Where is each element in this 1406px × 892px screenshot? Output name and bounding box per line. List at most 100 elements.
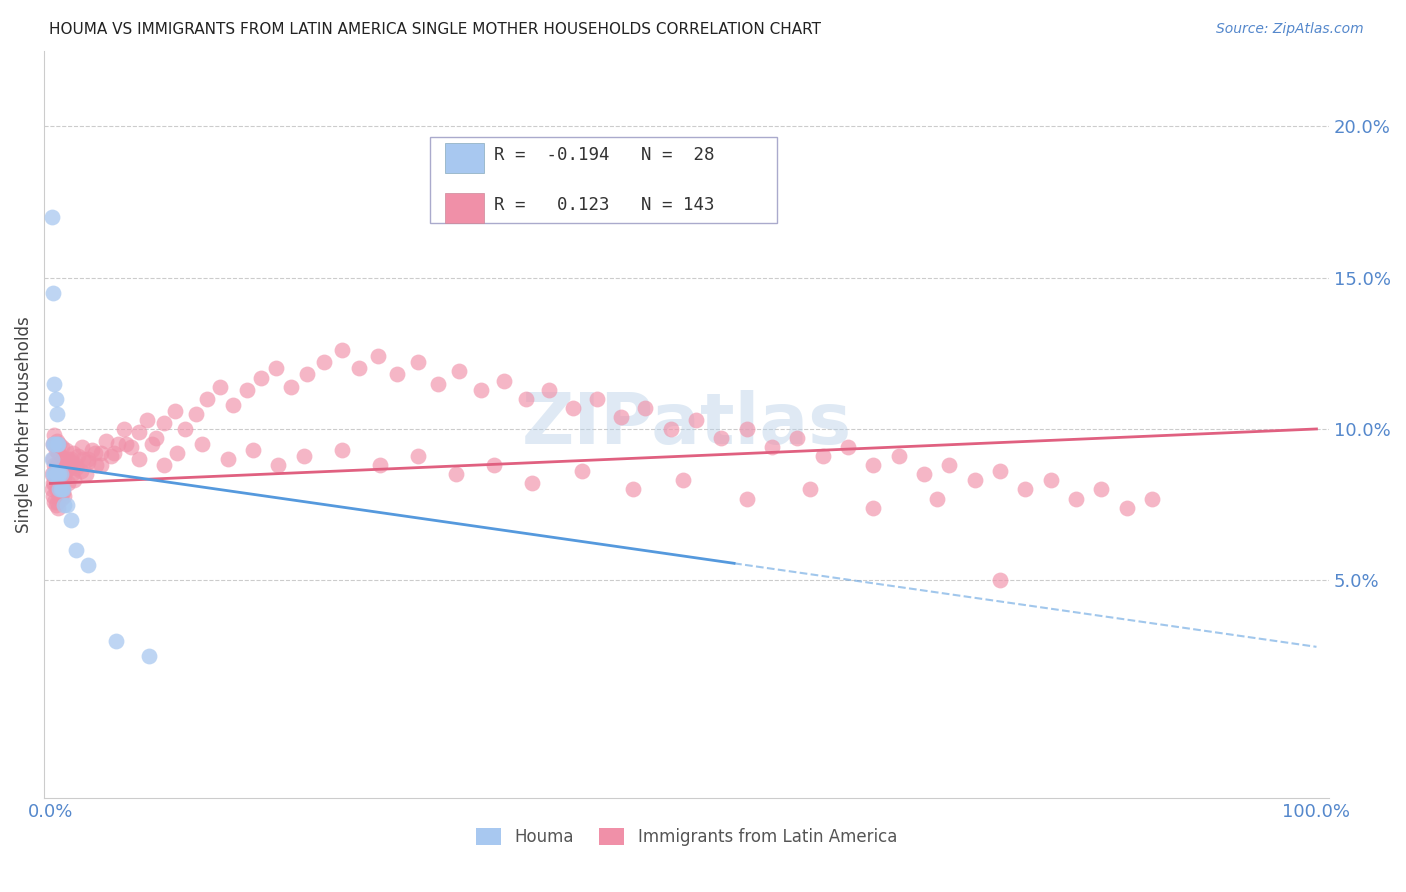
Point bbox=[222, 398, 245, 412]
Point bbox=[406, 449, 429, 463]
Text: R =  -0.194   N =  28: R = -0.194 N = 28 bbox=[494, 146, 714, 164]
Point bbox=[135, 413, 157, 427]
Point bbox=[925, 491, 948, 506]
Point bbox=[515, 392, 537, 406]
Point bbox=[48, 483, 70, 497]
Point bbox=[45, 434, 67, 448]
Point bbox=[55, 464, 77, 478]
Point bbox=[42, 285, 65, 300]
Point bbox=[988, 574, 1011, 588]
Point bbox=[42, 467, 65, 482]
Point bbox=[735, 491, 758, 506]
Point bbox=[44, 467, 66, 482]
Point bbox=[44, 476, 66, 491]
Point bbox=[145, 431, 167, 445]
Point bbox=[610, 409, 633, 424]
Point bbox=[166, 446, 188, 460]
Point bbox=[52, 467, 75, 482]
Point bbox=[105, 633, 128, 648]
Point bbox=[1064, 491, 1087, 506]
Point bbox=[41, 467, 63, 482]
Point bbox=[51, 464, 73, 478]
Point bbox=[56, 458, 79, 473]
Point bbox=[887, 449, 910, 463]
Point bbox=[100, 449, 122, 463]
Point bbox=[710, 431, 733, 445]
Point bbox=[41, 483, 63, 497]
Y-axis label: Single Mother Households: Single Mother Households bbox=[15, 316, 32, 533]
Point bbox=[44, 392, 66, 406]
Point bbox=[46, 483, 69, 497]
Point bbox=[60, 467, 83, 482]
Point bbox=[70, 440, 93, 454]
Point bbox=[62, 446, 84, 460]
Point bbox=[56, 498, 79, 512]
Point bbox=[58, 461, 80, 475]
Point bbox=[45, 494, 67, 508]
Point bbox=[197, 392, 219, 406]
Point bbox=[67, 449, 90, 463]
Point bbox=[48, 489, 70, 503]
Point bbox=[330, 443, 353, 458]
Point bbox=[811, 449, 834, 463]
Point bbox=[53, 489, 76, 503]
Point bbox=[94, 434, 117, 448]
Point bbox=[48, 474, 70, 488]
Point bbox=[786, 431, 808, 445]
Point bbox=[520, 476, 543, 491]
Point bbox=[42, 437, 65, 451]
Point bbox=[83, 446, 105, 460]
Point bbox=[45, 437, 67, 451]
Point bbox=[672, 474, 695, 488]
Point bbox=[761, 440, 783, 454]
Point bbox=[988, 464, 1011, 478]
Point bbox=[297, 368, 319, 382]
Point bbox=[52, 452, 75, 467]
Point bbox=[138, 648, 160, 663]
Point bbox=[349, 361, 371, 376]
Point bbox=[1014, 483, 1036, 497]
Point bbox=[153, 416, 176, 430]
Point bbox=[65, 543, 87, 558]
Point bbox=[586, 392, 609, 406]
Text: ZIPatlas: ZIPatlas bbox=[522, 390, 852, 458]
Point bbox=[44, 428, 66, 442]
Point bbox=[56, 452, 79, 467]
Point bbox=[735, 422, 758, 436]
Point bbox=[141, 437, 163, 451]
Point bbox=[862, 458, 884, 473]
Point bbox=[49, 449, 72, 463]
Point bbox=[103, 446, 125, 460]
Point bbox=[235, 383, 257, 397]
Point bbox=[41, 452, 63, 467]
Point bbox=[330, 343, 353, 358]
Point bbox=[128, 425, 150, 439]
Point bbox=[46, 446, 69, 460]
Point bbox=[45, 474, 67, 488]
Text: R =   0.123   N = 143: R = 0.123 N = 143 bbox=[494, 196, 714, 214]
Point bbox=[51, 483, 73, 497]
Point bbox=[48, 467, 70, 482]
Point bbox=[51, 440, 73, 454]
Point bbox=[53, 498, 76, 512]
Point bbox=[49, 476, 72, 491]
Point bbox=[52, 483, 75, 497]
Point bbox=[1115, 500, 1137, 515]
Point bbox=[367, 349, 389, 363]
Point bbox=[449, 364, 471, 378]
Point bbox=[49, 467, 72, 482]
Point bbox=[59, 452, 82, 467]
Point bbox=[426, 376, 449, 391]
Text: HOUMA VS IMMIGRANTS FROM LATIN AMERICA SINGLE MOTHER HOUSEHOLDS CORRELATION CHAR: HOUMA VS IMMIGRANTS FROM LATIN AMERICA S… bbox=[49, 22, 821, 37]
Point bbox=[48, 437, 70, 451]
Point bbox=[77, 558, 100, 573]
Point bbox=[46, 467, 69, 482]
Point bbox=[42, 437, 65, 451]
Point bbox=[249, 370, 271, 384]
Point bbox=[312, 355, 335, 369]
Point bbox=[562, 401, 585, 415]
Point bbox=[444, 467, 467, 482]
Point bbox=[107, 437, 129, 451]
Text: Source: ZipAtlas.com: Source: ZipAtlas.com bbox=[1216, 22, 1364, 37]
Point bbox=[912, 467, 935, 482]
